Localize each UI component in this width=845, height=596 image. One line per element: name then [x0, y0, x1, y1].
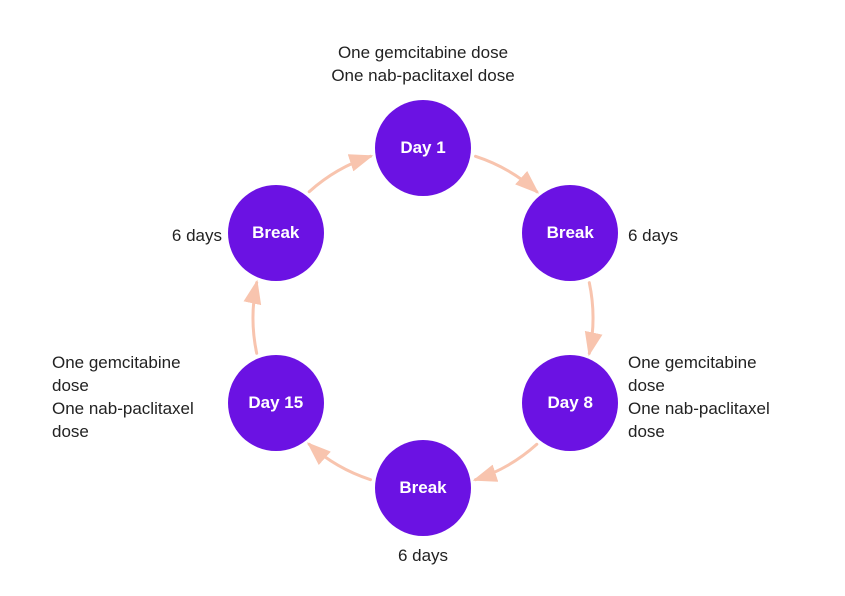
cycle-node-label: Break [399, 479, 446, 498]
annotation-line: dose [628, 375, 798, 398]
cycle-node-break2: Break [375, 440, 471, 536]
annotation-break2: 6 days [383, 545, 463, 568]
cycle-arrow [476, 156, 537, 191]
annotation-break3: 6 days [142, 225, 222, 248]
annotation-line: dose [52, 375, 222, 398]
cycle-node-label: Break [547, 224, 594, 243]
annotation-day15: One gemcitabinedoseOne nab-paclitaxeldos… [52, 352, 222, 444]
cycle-node-day15: Day 15 [228, 355, 324, 451]
annotation-line: One nab-paclitaxel [628, 398, 798, 421]
cycle-arrow [589, 283, 593, 354]
annotation-day1: One gemcitabine doseOne nab-paclitaxel d… [293, 42, 553, 88]
cycle-node-day8: Day 8 [522, 355, 618, 451]
cycle-node-break3: Break [228, 185, 324, 281]
annotation-day8: One gemcitabinedoseOne nab-paclitaxeldos… [628, 352, 798, 444]
cycle-node-label: Break [252, 224, 299, 243]
annotation-line: 6 days [628, 225, 708, 248]
cycle-arrow [309, 156, 370, 191]
annotation-break1: 6 days [628, 225, 708, 248]
cycle-arrow [253, 283, 257, 354]
annotation-line: One nab-paclitaxel dose [293, 65, 553, 88]
annotation-line: One gemcitabine dose [293, 42, 553, 65]
annotation-line: One nab-paclitaxel [52, 398, 222, 421]
annotation-line: One gemcitabine [628, 352, 798, 375]
cycle-arrow [309, 444, 370, 479]
annotation-line: 6 days [142, 225, 222, 248]
cycle-node-label: Day 8 [548, 394, 593, 413]
annotation-line: 6 days [383, 545, 463, 568]
annotation-line: One gemcitabine [52, 352, 222, 375]
cycle-node-label: Day 1 [400, 139, 445, 158]
cycle-node-label: Day 15 [248, 394, 303, 413]
cycle-diagram: Day 1 Break Day 8 Break Day 15 Break One gemci… [0, 0, 845, 596]
annotation-line: dose [52, 421, 222, 444]
cycle-node-break1: Break [522, 185, 618, 281]
annotation-line: dose [628, 421, 798, 444]
cycle-node-day1: Day 1 [375, 100, 471, 196]
cycle-arrow [476, 444, 537, 479]
